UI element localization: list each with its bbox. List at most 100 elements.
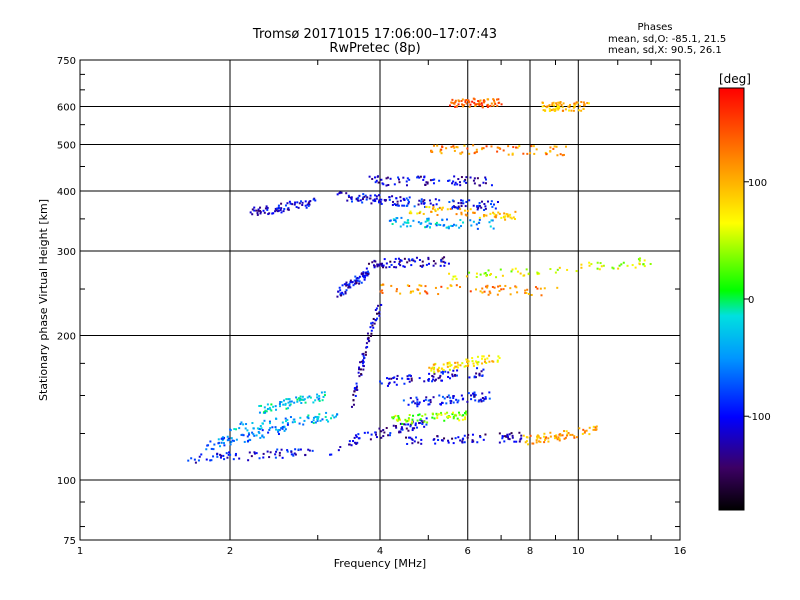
scatter-point [225, 452, 228, 455]
scatter-point [286, 449, 289, 452]
scatter-point [588, 261, 591, 264]
scatter-point [210, 447, 213, 450]
scatter-point [478, 218, 481, 221]
scatter-point [365, 267, 368, 270]
y-tick-label: 500 [57, 141, 76, 152]
scatter-point [312, 198, 315, 201]
scatter-point [347, 194, 350, 197]
scatter-point [502, 149, 505, 152]
scatter-point [483, 100, 486, 103]
scatter-point [391, 203, 394, 206]
scatter-point [516, 146, 519, 149]
scatter-point [299, 448, 302, 451]
scatter-point [535, 441, 538, 444]
scatter-point [401, 204, 404, 207]
scatter-point [413, 205, 416, 208]
scatter-point [330, 417, 333, 420]
scatter-point [486, 200, 489, 203]
scatter-point [449, 399, 452, 402]
scatter-point [432, 396, 435, 399]
scatter-point [450, 146, 453, 149]
x-tick-label: 10 [572, 546, 585, 557]
scatter-point [451, 101, 454, 104]
scatter-point [444, 261, 447, 264]
scatter-point [471, 439, 474, 442]
scatter-point [473, 152, 476, 155]
scatter-point [480, 370, 483, 373]
scatter-point [351, 281, 354, 284]
phases-stat-x: mean, sd,X: 90.5, 26.1 [608, 45, 722, 56]
scatter-point [527, 443, 530, 446]
scatter-point [365, 342, 368, 345]
scatter-point [434, 210, 437, 213]
scatter-point [418, 292, 421, 295]
scatter-point [434, 378, 437, 381]
scatter-point [394, 425, 397, 428]
scatter-point [459, 219, 462, 222]
scatter-point [422, 178, 425, 181]
scatter-point [452, 275, 455, 278]
scatter-point [460, 100, 463, 103]
scatter-point [594, 426, 597, 429]
scatter-point [438, 179, 441, 182]
scatter-point [449, 415, 452, 418]
scatter-point [348, 283, 351, 286]
scatter-point [396, 217, 399, 220]
scatter-point [233, 428, 236, 431]
scatter-point [357, 433, 360, 436]
scatter-point [226, 456, 229, 459]
scatter-point [456, 369, 459, 372]
scatter-point [340, 191, 343, 194]
scatter-point [548, 104, 551, 107]
scatter-point [417, 203, 420, 206]
scatter-point [321, 399, 324, 402]
scatter-point [314, 421, 317, 424]
scatter-point [447, 225, 450, 228]
scatter-point [452, 180, 455, 183]
scatter-point [557, 104, 560, 107]
scatter-point [485, 178, 488, 181]
scatter-point [272, 405, 275, 408]
scatter-point [436, 213, 439, 216]
scatter-point [417, 175, 420, 178]
scatter-point [482, 368, 485, 371]
scatter-point [506, 435, 509, 438]
scatter-point [626, 264, 629, 267]
scatter-point [307, 203, 310, 206]
colorbar-tick-label: -100 [748, 412, 771, 423]
scatter-point [274, 207, 277, 210]
scatter-point [454, 373, 457, 376]
scatter-point [431, 207, 434, 210]
scatter-point [471, 360, 474, 363]
scatter-point [530, 293, 533, 296]
y-tick-label: 200 [57, 332, 76, 343]
scatter-point [265, 205, 268, 208]
scatter-point [498, 441, 501, 444]
scatter-point [269, 408, 272, 411]
scatter-point [433, 208, 436, 211]
scatter-point [357, 371, 360, 374]
scatter-point [232, 458, 235, 461]
scatter-point [289, 400, 292, 403]
scatter-point [433, 372, 436, 375]
scatter-point [395, 383, 398, 386]
scatter-point [574, 102, 577, 105]
scatter-point [470, 398, 473, 401]
scatter-point [533, 152, 536, 155]
scatter-point [245, 423, 248, 426]
scatter-point [316, 393, 319, 396]
scatter-point [493, 212, 496, 215]
scatter-point [382, 435, 385, 438]
scatter-point [418, 377, 421, 380]
scatter-point [371, 177, 374, 180]
scatter-point [217, 438, 220, 441]
scatter-point [402, 223, 405, 226]
scatter-point [344, 292, 347, 295]
scatter-point [360, 281, 363, 284]
scatter-point [463, 144, 466, 147]
scatter-point [455, 414, 458, 417]
scatter-point [467, 363, 470, 366]
scatter-point [258, 411, 261, 414]
scatter-point [405, 427, 408, 430]
scatter-point [382, 264, 385, 267]
